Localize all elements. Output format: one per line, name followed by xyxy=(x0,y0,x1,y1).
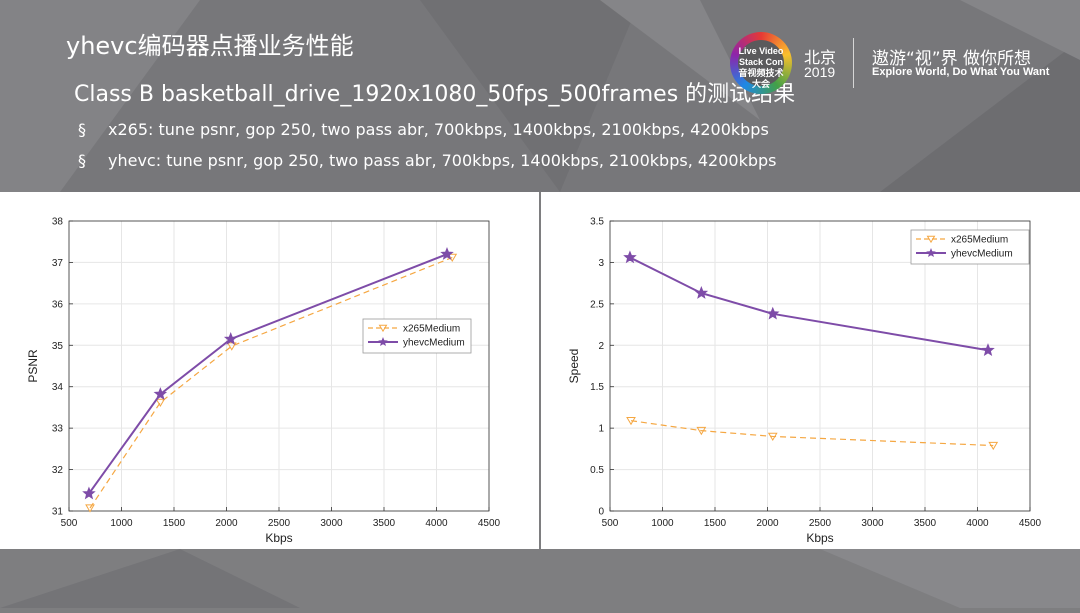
y-tick-label: 32 xyxy=(52,465,64,476)
x-tick-label: 3000 xyxy=(320,518,343,529)
data-point-star xyxy=(694,285,709,299)
legend-star-marker xyxy=(378,337,388,347)
slide-footer xyxy=(0,549,1080,608)
header-divider xyxy=(853,38,854,88)
data-point-triangle xyxy=(988,441,999,451)
data-point-triangle xyxy=(226,342,237,351)
event-city: 北京 xyxy=(804,48,837,67)
x-axis-label: Kbps xyxy=(806,531,833,545)
slogan-chinese: 遨游“视”界 做你所想 xyxy=(872,49,1032,69)
x-tick-label: 2000 xyxy=(756,518,779,529)
data-point-star xyxy=(765,306,780,320)
legend-box xyxy=(362,318,472,354)
bullet-x265: § x265: tune psnr, gop 250, two pass abr,… xyxy=(78,120,769,139)
y-tick-label: 36 xyxy=(52,299,64,310)
x-tick-label: 1500 xyxy=(163,518,186,529)
x-tick-label: 1500 xyxy=(704,518,727,529)
legend-star-marker xyxy=(926,248,936,258)
y-tick-label: 0.5 xyxy=(590,465,604,476)
footer-background-pattern xyxy=(0,549,1080,608)
y-tick-label: 37 xyxy=(52,258,64,269)
x-axis-label: Kbps xyxy=(265,531,292,545)
data-point-star xyxy=(153,387,168,400)
data-point-triangle xyxy=(767,432,778,442)
conference-logo: Live Video Stack Con 音视频技术大会 xyxy=(730,32,792,94)
x-tick-label: 3500 xyxy=(914,518,937,529)
x-tick-label: 500 xyxy=(61,518,78,529)
bullet-text: yhevc: tune psnr, gop 250, two pass abr,… xyxy=(108,151,777,170)
y-tick-label: 34 xyxy=(52,382,64,393)
y-tick-label: 2.5 xyxy=(590,299,604,310)
y-axis-label: Speed xyxy=(567,349,581,384)
y-tick-label: 3 xyxy=(598,258,604,269)
legend-triangle-marker xyxy=(378,324,388,333)
data-point-star xyxy=(82,486,96,500)
x-tick-label: 1000 xyxy=(651,518,674,529)
data-point-star xyxy=(223,331,238,345)
slide-title: yhevc编码器点播业务性能 xyxy=(66,32,354,60)
data-point-star xyxy=(440,247,454,260)
y-tick-label: 1.5 xyxy=(590,382,604,393)
y-tick-label: 38 xyxy=(52,217,64,228)
bullet-mark: § xyxy=(78,120,86,139)
y-tick-label: 0 xyxy=(598,507,604,518)
legend-label: x265Medium xyxy=(403,324,460,335)
x-tick-label: 2500 xyxy=(809,518,832,529)
bullet-mark: § xyxy=(78,151,86,170)
x-tick-label: 3000 xyxy=(861,518,884,529)
legend-label: x265Medium xyxy=(951,235,1008,246)
x-tick-label: 4500 xyxy=(478,518,501,529)
y-tick-label: 3.5 xyxy=(590,217,604,228)
chart-panel-speed: 500 1000 1500 2000 2500 3000 3500 4000 4500 0 0.5 1… xyxy=(541,192,1080,549)
bullet-yhevc: § yhevc: tune psnr, gop 250, two pass abr… xyxy=(78,151,777,170)
series-line-yhevcMedium xyxy=(88,253,448,495)
bullet-text: x265: tune psnr, gop 250, two pass abr, … xyxy=(108,120,769,139)
data-point-star xyxy=(623,250,637,264)
series-line-x265Medium xyxy=(630,420,994,447)
x-tick-label: 4500 xyxy=(1019,518,1042,529)
event-year: 2019 xyxy=(804,64,836,80)
conference-logo-text: Live Video Stack Con 音视频技术大会 xyxy=(738,40,784,89)
chart-panel-psnr: 500 1000 1500 2000 2500 3000 3500 4000 4500 31 32 3… xyxy=(0,192,539,549)
slide-header: yhevc编码器点播业务性能 Class B basketball_drive_… xyxy=(0,0,1080,192)
series-line-x265Medium xyxy=(89,256,453,509)
slide-subtitle: Class B basketball_drive_1920x1080_50fps… xyxy=(74,82,796,107)
speed-chart: 500 1000 1500 2000 2500 3000 3500 4000 4500 0 0.5 1… xyxy=(567,217,1042,546)
x-tick-label: 2500 xyxy=(268,518,291,529)
x-tick-label: 1000 xyxy=(110,518,133,529)
psnr-chart: 500 1000 1500 2000 2500 3000 3500 4000 4500 31 32 3… xyxy=(26,217,501,546)
legend-label: yhevcMedium xyxy=(951,249,1013,260)
legend-triangle-marker xyxy=(926,235,936,244)
series-line-yhevcMedium xyxy=(629,256,989,352)
y-tick-label: 2 xyxy=(598,341,604,352)
y-tick-label: 31 xyxy=(52,507,64,518)
data-point-triangle xyxy=(626,416,636,426)
data-point-star xyxy=(981,343,995,356)
y-tick-label: 33 xyxy=(52,424,64,435)
x-tick-label: 4000 xyxy=(966,518,989,529)
y-tick-label: 1 xyxy=(598,424,604,435)
y-axis-label: PSNR xyxy=(26,349,40,383)
x-tick-label: 2000 xyxy=(215,518,238,529)
x-tick-label: 3500 xyxy=(373,518,396,529)
legend-box xyxy=(910,229,1030,265)
y-tick-label: 35 xyxy=(52,341,64,352)
data-point-triangle xyxy=(85,504,95,513)
x-tick-label: 4000 xyxy=(425,518,448,529)
legend-label: yhevcMedium xyxy=(403,338,465,349)
data-point-triangle xyxy=(696,426,707,436)
header-background-pattern xyxy=(0,0,1080,192)
slogan-english: Explore World, Do What You Want xyxy=(872,66,1050,78)
x-tick-label: 500 xyxy=(602,518,619,529)
data-point-triangle xyxy=(155,398,166,408)
